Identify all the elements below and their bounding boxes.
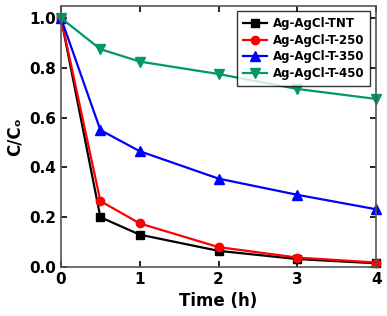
Ag-AgCl-T-450 (98, 47, 103, 51)
Line: Ag-AgCl-T-450: Ag-AgCl-T-450 (56, 13, 381, 104)
Ag-AgCl-T-450 (374, 97, 378, 101)
Ag-AgCl-T-450 (59, 16, 63, 20)
Ag-AgCl-T-250 (59, 16, 63, 20)
Ag-AgCl-TNT (98, 215, 103, 219)
Ag-AgCl-T-350 (216, 177, 221, 180)
Legend: Ag-AgCl-TNT, Ag-AgCl-T-250, Ag-AgCl-T-350, Ag-AgCl-T-450: Ag-AgCl-TNT, Ag-AgCl-T-250, Ag-AgCl-T-35… (237, 11, 370, 86)
Line: Ag-AgCl-T-250: Ag-AgCl-T-250 (57, 14, 380, 267)
Ag-AgCl-T-450 (216, 72, 221, 76)
Ag-AgCl-T-450 (295, 87, 300, 91)
Ag-AgCl-T-250 (216, 245, 221, 249)
Ag-AgCl-T-350 (59, 16, 63, 20)
Line: Ag-AgCl-TNT: Ag-AgCl-TNT (57, 14, 380, 267)
Ag-AgCl-T-350 (295, 193, 300, 197)
X-axis label: Time (h): Time (h) (180, 292, 258, 310)
Ag-AgCl-T-350 (374, 207, 378, 211)
Ag-AgCl-T-450 (137, 60, 142, 64)
Ag-AgCl-T-250 (137, 222, 142, 225)
Ag-AgCl-TNT (374, 261, 378, 265)
Ag-AgCl-T-250 (374, 261, 378, 264)
Ag-AgCl-T-350 (98, 128, 103, 132)
Ag-AgCl-TNT (59, 16, 63, 20)
Line: Ag-AgCl-T-350: Ag-AgCl-T-350 (56, 13, 381, 214)
Ag-AgCl-T-250 (295, 256, 300, 259)
Ag-AgCl-T-250 (98, 199, 103, 203)
Ag-AgCl-TNT (137, 233, 142, 237)
Ag-AgCl-TNT (216, 249, 221, 253)
Y-axis label: C/Cₒ: C/Cₒ (5, 117, 24, 156)
Ag-AgCl-TNT (295, 257, 300, 261)
Ag-AgCl-T-350 (137, 149, 142, 153)
